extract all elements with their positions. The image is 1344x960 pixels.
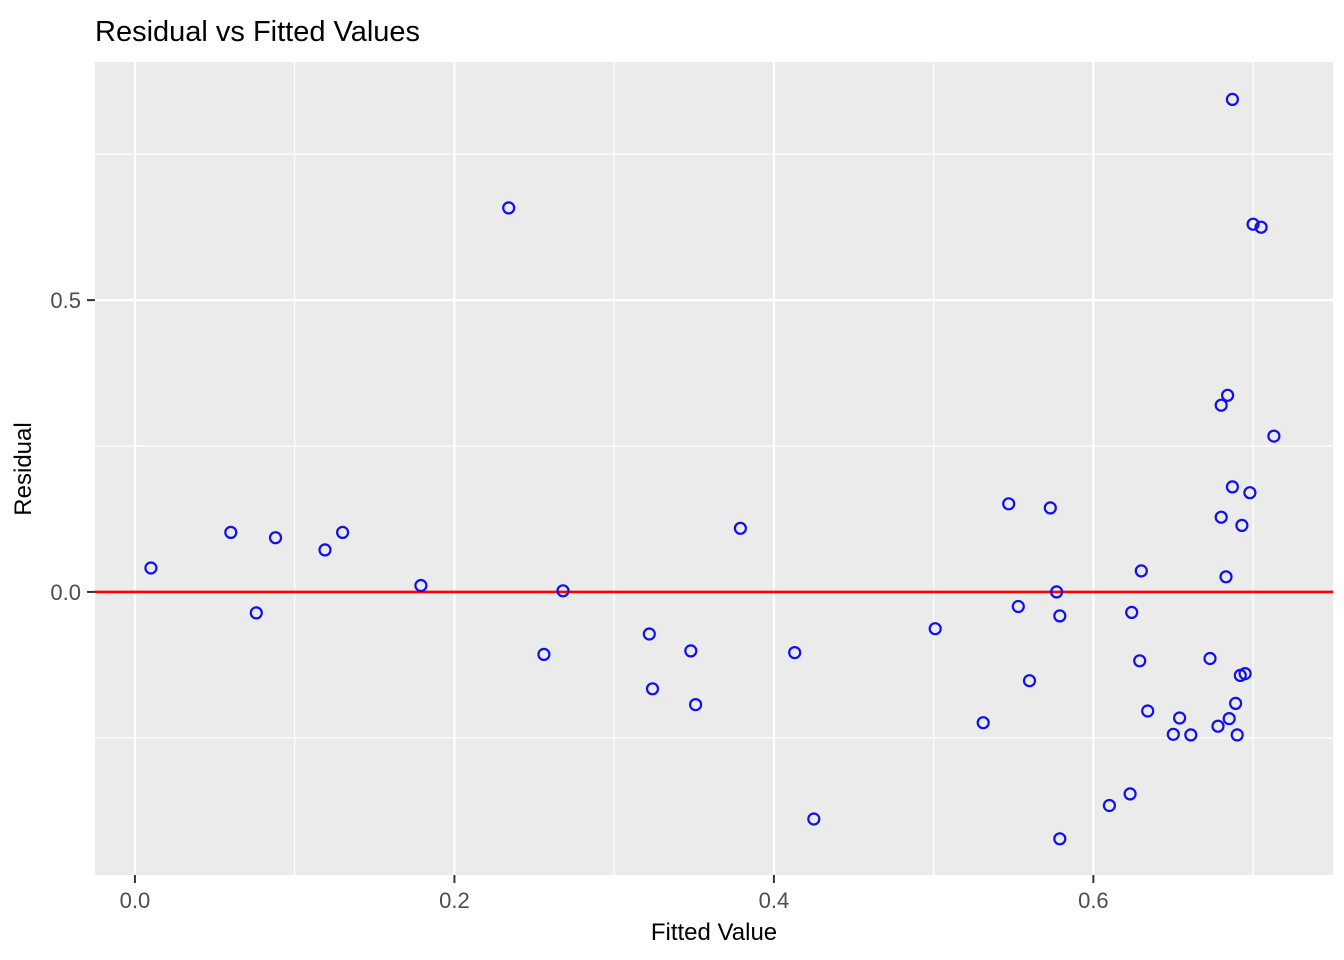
scatter-point <box>1043 501 1057 515</box>
scatter-point <box>1267 429 1281 443</box>
scatter-point <box>684 644 698 658</box>
scatter-point <box>1102 798 1117 813</box>
scatter-point <box>1214 398 1228 412</box>
y-tick-label: 0.5 <box>50 288 81 313</box>
scatter-point <box>1141 704 1155 718</box>
scatter-point <box>1230 728 1244 742</box>
scatter-point <box>1123 787 1137 801</box>
scatter-point <box>976 716 990 730</box>
scatter-point <box>556 584 570 598</box>
scatter-point <box>1214 510 1228 524</box>
scatter-point <box>1254 220 1268 234</box>
scatter-point <box>144 561 158 575</box>
scatter-point <box>1211 719 1225 733</box>
x-tick-label: 0.6 <box>1078 888 1109 913</box>
scatter-point <box>1238 666 1252 681</box>
scatter-point <box>1243 486 1257 500</box>
axis-ticks <box>87 299 1095 883</box>
scatter-point <box>537 647 551 662</box>
scatter-point <box>807 812 821 826</box>
scatter-point <box>1002 497 1016 511</box>
scatter-point <box>1228 696 1243 711</box>
scatter-point <box>645 682 660 696</box>
scatter-point <box>1222 711 1236 726</box>
scatter-point <box>928 622 942 636</box>
scatter-point <box>224 525 238 540</box>
scatter-point <box>733 521 748 535</box>
scatter-point <box>1053 832 1067 846</box>
scatter-point <box>1246 217 1260 231</box>
scatter-point <box>1011 599 1025 614</box>
scatter-point <box>1225 480 1240 494</box>
scatter-point <box>414 578 428 593</box>
x-tick-label: 0.0 <box>120 888 151 913</box>
scatter-point <box>1133 654 1147 668</box>
scatter-point <box>1166 727 1180 741</box>
scatter-point <box>1235 518 1249 533</box>
scatter-point <box>1172 711 1187 725</box>
scatter-point <box>318 543 332 557</box>
scatter-point <box>1022 674 1037 688</box>
gridlines-minor <box>95 62 1333 875</box>
scatter-point <box>336 525 350 540</box>
scatter-points <box>144 92 1281 846</box>
axis-tick-labels: 0.0 0.2 0.4 0.6 0.0 0.5 <box>50 288 1108 913</box>
scatter-point <box>249 606 263 620</box>
scatter-point <box>1225 92 1240 107</box>
scatter-point <box>642 627 656 641</box>
plot-panel <box>95 62 1333 875</box>
scatter-point <box>1203 651 1217 666</box>
scatter-point <box>1220 388 1235 402</box>
scatter-point <box>502 201 516 215</box>
scatter-point <box>1049 585 1064 599</box>
x-tick-label: 0.2 <box>439 888 470 913</box>
x-tick-label: 0.4 <box>759 888 790 913</box>
scatter-point <box>688 697 703 712</box>
scatter-point <box>1053 609 1067 623</box>
y-tick-label: 0.0 <box>50 580 81 605</box>
scatter-point <box>1219 570 1233 584</box>
scatter-point <box>1184 728 1198 742</box>
x-axis-title: Fitted Value <box>651 919 777 946</box>
scatter-point <box>1125 605 1139 620</box>
scatter-point <box>1134 564 1148 578</box>
y-axis-title: Residual <box>10 422 37 515</box>
scatter-point <box>788 645 802 660</box>
scatter-point <box>268 531 283 545</box>
chart-title: Residual vs Fitted Values <box>95 16 420 48</box>
